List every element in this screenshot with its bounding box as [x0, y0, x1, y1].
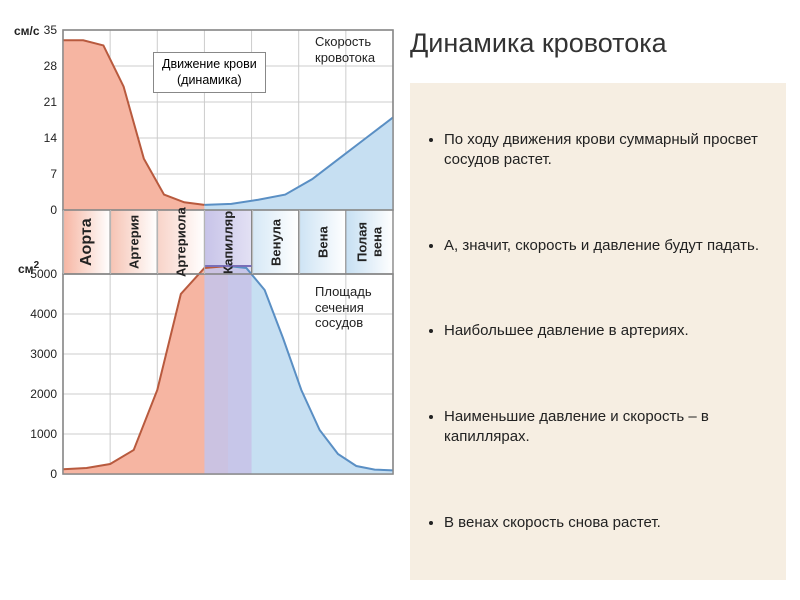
top-corner-label: Скоростькровотока [315, 34, 375, 65]
chart-block: 0714212835010002000300040005000см/ссм2Дв… [8, 12, 392, 588]
svg-text:28: 28 [44, 59, 58, 73]
bullet-list: По ходу движения крови суммарный просвет… [410, 83, 786, 580]
svg-text:4000: 4000 [30, 307, 57, 321]
vessel-band: АортаАртерияАртериолаКапиллярВенулаВенаП… [63, 210, 393, 274]
bullet-item: Наибольшее давление в артериях. [444, 321, 768, 341]
svg-text:2000: 2000 [30, 387, 57, 401]
vessel-label: Полая вена [346, 210, 393, 274]
svg-text:14: 14 [44, 131, 58, 145]
svg-text:3000: 3000 [30, 347, 57, 361]
svg-text:0: 0 [50, 203, 57, 217]
bottom-y-unit: см2 [18, 260, 39, 276]
svg-text:1000: 1000 [30, 427, 57, 441]
bullet-item: Наименьшие давление и скорость – в капил… [444, 407, 768, 448]
vessel-label: Вена [299, 210, 346, 274]
page-title: Динамика кровотока [410, 28, 786, 59]
top-y-unit: см/с [14, 24, 40, 38]
bottom-corner-label: Площадьсечениясосудов [315, 284, 372, 331]
vessel-label: Артериола [157, 210, 204, 274]
text-panel: Динамика кровотока По ходу движения кров… [400, 0, 800, 600]
vessel-label: Аорта [63, 210, 110, 274]
bullet-item: В венах скорость снова растет. [444, 513, 768, 533]
svg-text:7: 7 [50, 167, 57, 181]
bullet-item: А, значит, скорость и давление будут пад… [444, 236, 768, 256]
svg-text:21: 21 [44, 95, 58, 109]
svg-text:0: 0 [50, 467, 57, 481]
top-box-label: Движение крови(динамика) [153, 52, 266, 93]
chart-panel: 0714212835010002000300040005000см/ссм2Дв… [0, 0, 400, 600]
vessel-label: Венула [252, 210, 299, 274]
svg-text:35: 35 [44, 23, 58, 37]
vessel-label: Артерия [110, 210, 157, 274]
bullet-item: По ходу движения крови суммарный просвет… [444, 130, 768, 171]
vessel-label: Капилляр [204, 210, 251, 274]
